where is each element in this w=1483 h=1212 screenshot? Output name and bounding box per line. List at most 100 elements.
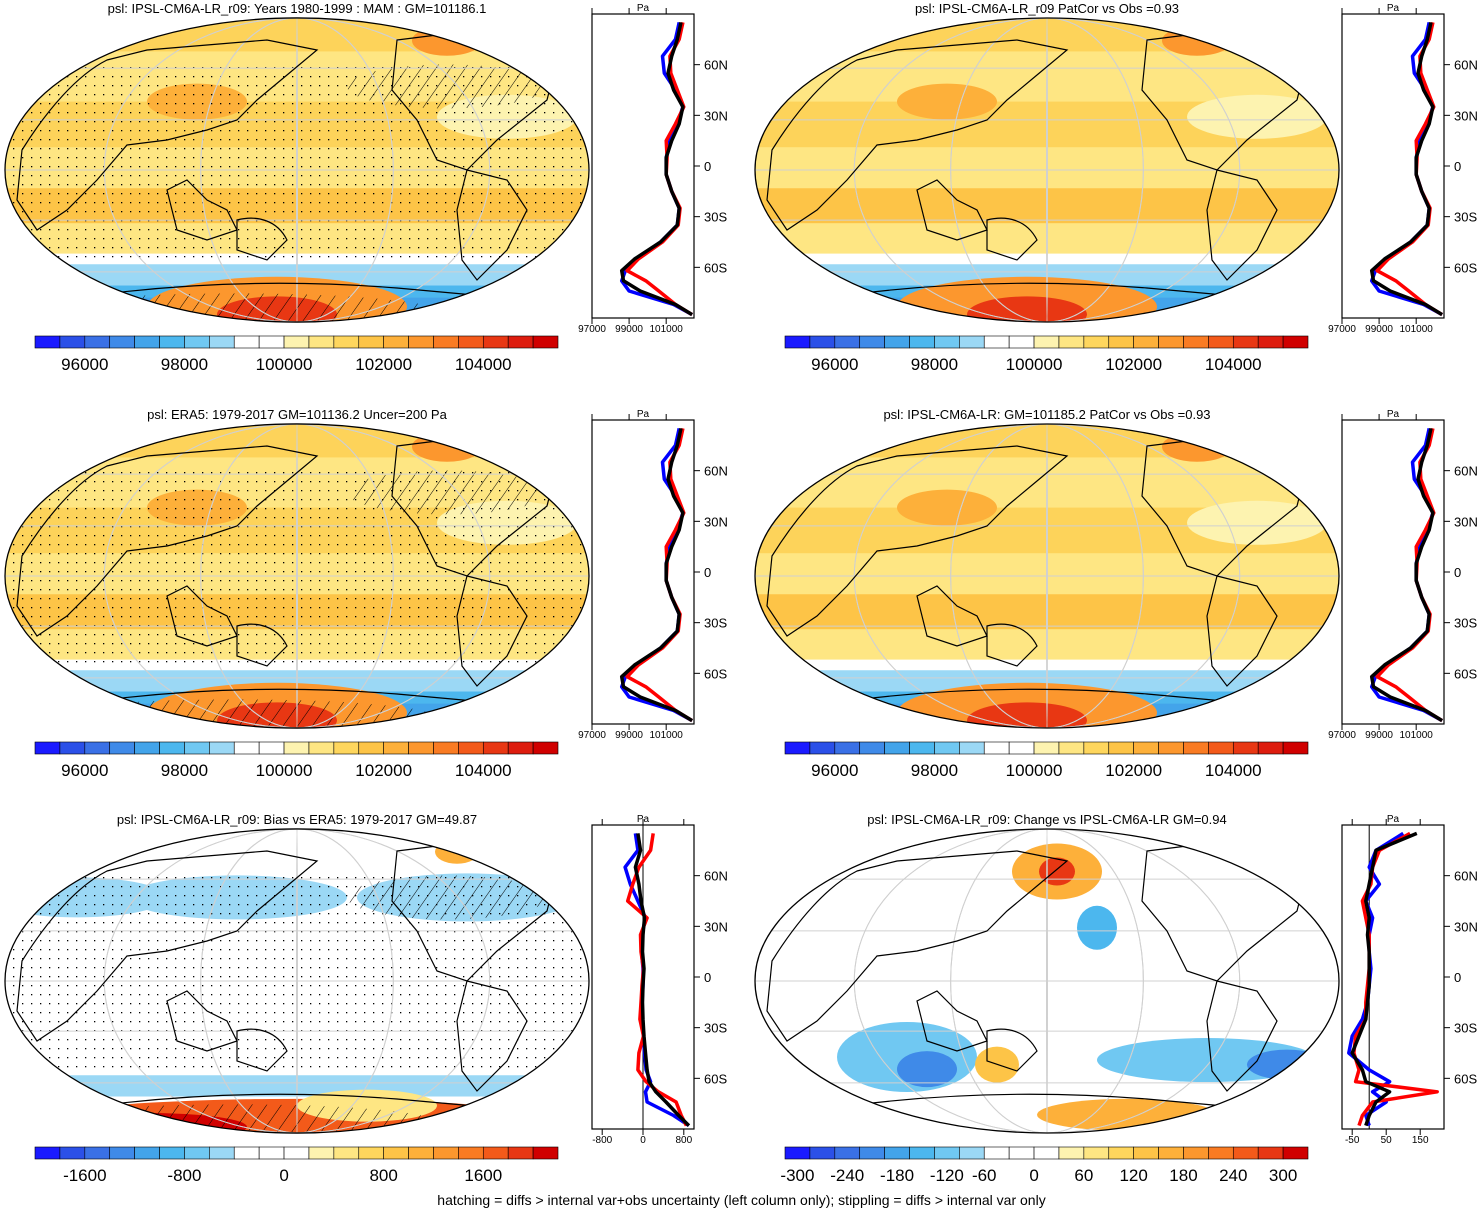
colorbar: 96000 98000 100000 102000 104000	[34, 335, 559, 374]
coastline-eurasia-africa	[766, 445, 1069, 637]
profile-line-model-ensemble	[619, 428, 693, 723]
colorbar-swatch	[784, 335, 811, 349]
profile-lat-label: 60S	[704, 260, 727, 275]
bias-high-arctic	[435, 839, 479, 864]
colorbar-swatch	[1058, 335, 1085, 349]
profile-lat-label: 0	[1454, 159, 1461, 174]
coastline-south-america	[1206, 980, 1278, 1092]
panel-title: psl: ERA5: 1979-2017 GM=101136.2 Uncer=2…	[147, 407, 447, 422]
colorbar-tick-label: 98000	[911, 761, 958, 780]
colorbar-swatch	[859, 335, 885, 349]
colorbar-tick-label: 104000	[455, 761, 512, 780]
map-field	[5, 18, 589, 322]
hatch-north-pacific	[347, 470, 547, 515]
profile-lat-label: 60N	[704, 464, 728, 479]
profile-line-model-run	[1375, 22, 1444, 317]
coastline-south-america	[456, 169, 528, 281]
profile-lat-label: 60N	[1454, 869, 1478, 884]
graticule-meridian	[103, 18, 491, 322]
graticule-meridian	[1046, 424, 1048, 728]
coastline-antarctica	[846, 1093, 1258, 1110]
arctic-high	[1162, 431, 1232, 462]
colorbar: 96000 98000 100000 102000 104000	[34, 741, 559, 780]
panel-p3: psl: ERA5: 1979-2017 GM=101136.2 Uncer=2…	[4, 407, 728, 780]
colorbar-swatch	[1133, 335, 1159, 349]
profile-lat-label: 60N	[1454, 58, 1478, 73]
colorbar-swatch	[934, 335, 960, 349]
colorbar-tick-label: 60	[1074, 1166, 1093, 1185]
colorbar-swatch	[784, 1146, 811, 1160]
profile-lat-label: 30N	[704, 108, 728, 123]
zonal-profile: Pa 60N 30N 0 30S 60S 97000 99000 101000	[578, 3, 728, 335]
siberian-high	[897, 83, 997, 120]
panel-title: psl: IPSL-CM6A-LR_r09: Bias vs ERA5: 197…	[117, 812, 477, 827]
hatch-antarctic	[37, 293, 437, 322]
colorbar-tick-label: 102000	[1105, 355, 1162, 374]
profile-x-label: 97000	[1328, 730, 1356, 741]
profile-unit-label: Pa	[637, 409, 650, 420]
profile-lat-label: 0	[704, 565, 711, 580]
colorbar-tick-label: 240	[1219, 1166, 1247, 1185]
colorbar-swatch	[1133, 1146, 1159, 1160]
graticule-meridian	[103, 829, 491, 1133]
colorbar-swatch	[1083, 335, 1110, 349]
colorbar-swatch	[209, 335, 235, 349]
change-low-indian-core	[897, 1051, 957, 1088]
map-frame	[4, 17, 590, 323]
colorbar-swatch	[283, 1146, 310, 1160]
profile-line-obs	[1369, 428, 1444, 723]
hatch-north-pacific	[347, 64, 547, 109]
map-field	[5, 829, 589, 1133]
change-low-core	[1247, 1049, 1327, 1080]
colorbar-tick-label: 800	[369, 1166, 397, 1185]
coastline-australia	[986, 1028, 1038, 1072]
colorbar-swatch	[59, 1146, 86, 1160]
colorbar-tick-label: 0	[279, 1166, 288, 1185]
graticule	[755, 18, 1339, 322]
profile-x-label: -50	[1345, 1135, 1360, 1146]
graticule	[5, 18, 589, 322]
colorbar-swatch	[1183, 741, 1209, 755]
profile-x-label: 99000	[1365, 730, 1393, 741]
panel-p2: psl: IPSL-CM6A-LR_r09 PatCor vs Obs =0.9…	[754, 1, 1478, 374]
colorbar-tick-label: 104000	[455, 355, 512, 374]
colorbar-swatch	[134, 1146, 160, 1160]
colorbar-swatch	[1108, 335, 1134, 349]
colorbar: 96000 98000 100000 102000 104000	[784, 335, 1309, 374]
profile-lat-label: 30S	[1454, 616, 1477, 631]
colorbar-tick-label: 102000	[355, 355, 412, 374]
profile-line-model-run	[625, 22, 694, 317]
colorbar-swatch	[809, 741, 836, 755]
coastline-south-america	[456, 980, 528, 1092]
profile-frame	[1341, 13, 1445, 319]
colorbar-swatch	[1133, 741, 1159, 755]
profile-x-label: 800	[675, 1135, 692, 1146]
colorbar-swatch	[1282, 1146, 1309, 1160]
colorbar-tick-label: 0	[1029, 1166, 1038, 1185]
colorbar-swatch	[909, 335, 935, 349]
arctic-high	[1162, 25, 1232, 56]
colorbar-swatch	[1208, 1146, 1234, 1160]
hatch-antarctic	[37, 699, 437, 728]
graticule-meridian	[296, 18, 298, 322]
colorbar-swatch	[109, 335, 135, 349]
coastline-antarctica	[96, 282, 508, 299]
colorbar-swatch	[358, 1146, 384, 1160]
profile-lat-label: 60N	[1454, 464, 1478, 479]
colorbar-tick-label: 120	[1119, 1166, 1147, 1185]
colorbar-tick-label: 96000	[61, 355, 108, 374]
colorbar-swatch	[383, 1146, 409, 1160]
profile-line-obs	[619, 428, 694, 723]
colorbar-swatch	[59, 335, 86, 349]
colorbar-swatch	[433, 1146, 459, 1160]
colorbar-swatch	[1158, 1146, 1184, 1160]
graticule-meridian	[950, 424, 1144, 728]
coastline-australia	[236, 623, 288, 667]
colorbar-swatch	[34, 741, 61, 755]
panel-p1: psl: IPSL-CM6A-LR_r09: Years 1980-1999 :…	[4, 1, 728, 374]
colorbar-tick-label: -240	[830, 1166, 864, 1185]
colorbar-swatch	[458, 1146, 484, 1160]
colorbar-swatch	[258, 1146, 285, 1160]
colorbar-swatch	[1257, 1146, 1284, 1160]
